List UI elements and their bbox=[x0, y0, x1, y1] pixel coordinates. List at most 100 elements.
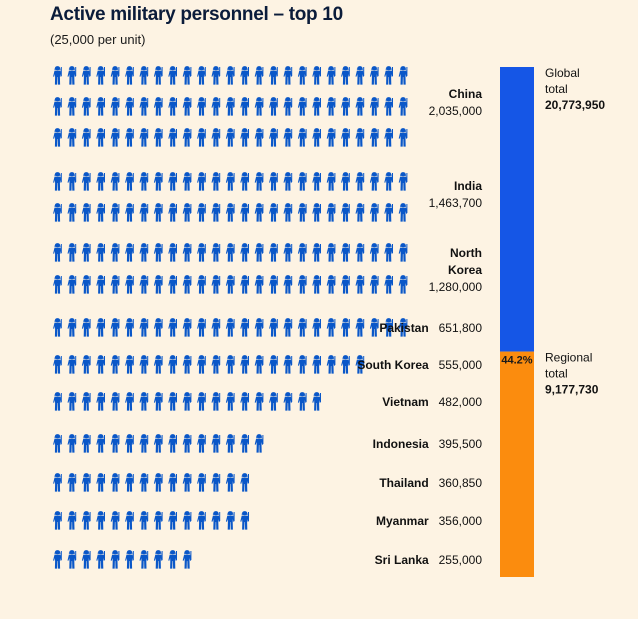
soldier-icon-partial bbox=[326, 392, 329, 411]
soldier-icon bbox=[211, 275, 221, 294]
soldier-icon bbox=[297, 203, 307, 222]
soldier-icon-partial bbox=[197, 550, 198, 569]
soldier-icon bbox=[297, 172, 307, 191]
soldier-icon bbox=[53, 392, 62, 411]
soldier-icon bbox=[240, 203, 249, 222]
country-name-label: Thailand bbox=[379, 476, 428, 490]
soldier-icon bbox=[110, 172, 120, 191]
soldier-icon bbox=[81, 203, 91, 222]
soldier-icon bbox=[369, 275, 379, 294]
soldier-icon bbox=[153, 243, 163, 262]
chart-title: Active military personnel – top 10 bbox=[50, 4, 343, 25]
soldier-icon bbox=[225, 172, 235, 191]
country-row-thailand bbox=[53, 473, 259, 492]
soldier-icon bbox=[197, 128, 206, 147]
soldier-icon bbox=[96, 550, 105, 569]
soldier-icon bbox=[283, 203, 293, 222]
regional-share-label: 44.2% bbox=[501, 355, 532, 367]
soldier-icon bbox=[341, 66, 350, 85]
soldier-icon bbox=[153, 203, 163, 222]
soldier-icon bbox=[398, 97, 408, 116]
soldier-icon bbox=[312, 243, 321, 262]
soldier-icon bbox=[168, 66, 177, 85]
soldier-icon bbox=[369, 318, 379, 337]
soldier-icon bbox=[53, 275, 62, 294]
country-name-label: Pakistan bbox=[379, 321, 428, 335]
soldier-icon bbox=[225, 355, 235, 374]
soldier-icon bbox=[153, 511, 163, 530]
country-name-label: Myanmar bbox=[376, 514, 429, 528]
soldier-icon bbox=[67, 66, 77, 85]
soldier-icon bbox=[96, 473, 105, 492]
soldier-icon bbox=[96, 511, 105, 530]
soldier-icon bbox=[211, 66, 221, 85]
soldier-icon bbox=[125, 172, 134, 191]
soldier-icon bbox=[240, 275, 249, 294]
soldier-icon bbox=[182, 355, 192, 374]
country-value-label: 255,000 bbox=[439, 553, 483, 567]
regional-total-bar bbox=[500, 351, 534, 577]
soldier-icon bbox=[81, 128, 91, 147]
soldier-icon bbox=[312, 392, 321, 411]
soldier-icon bbox=[67, 355, 77, 374]
soldier-icon bbox=[168, 318, 177, 337]
soldier-icon bbox=[110, 511, 120, 530]
soldier-icon bbox=[341, 97, 350, 116]
soldier-icon bbox=[81, 355, 91, 374]
soldier-icon bbox=[369, 66, 379, 85]
soldier-icon bbox=[283, 275, 293, 294]
soldier-icon bbox=[312, 66, 321, 85]
soldier-icon bbox=[254, 97, 264, 116]
soldier-icon bbox=[125, 203, 134, 222]
soldier-icon bbox=[110, 550, 120, 569]
soldier-icon bbox=[384, 243, 393, 262]
soldier-icon bbox=[53, 128, 62, 147]
soldier-icon bbox=[139, 66, 149, 85]
country-name-label: Sri Lanka bbox=[375, 553, 429, 567]
soldier-icon bbox=[225, 243, 235, 262]
soldier-icon bbox=[369, 172, 379, 191]
soldier-icon bbox=[197, 392, 206, 411]
soldier-icon bbox=[326, 355, 336, 374]
soldier-icon bbox=[53, 97, 62, 116]
soldier-icon bbox=[81, 434, 91, 453]
soldier-icon bbox=[110, 355, 120, 374]
soldier-icon bbox=[139, 128, 149, 147]
soldier-icon bbox=[125, 275, 134, 294]
soldier-icon bbox=[240, 511, 249, 530]
global-total-bar bbox=[500, 67, 534, 352]
soldier-icon bbox=[254, 203, 264, 222]
soldier-icon bbox=[269, 172, 278, 191]
country-row-pakistan bbox=[53, 318, 408, 337]
soldier-icon bbox=[81, 275, 91, 294]
soldier-icon bbox=[81, 473, 91, 492]
soldier-icon bbox=[240, 355, 249, 374]
global-total-label: total bbox=[545, 82, 568, 96]
soldier-icon bbox=[125, 318, 134, 337]
soldier-icon bbox=[254, 128, 264, 147]
soldier-icon bbox=[369, 243, 379, 262]
soldier-icon-rows bbox=[53, 66, 408, 569]
soldier-icon bbox=[153, 473, 163, 492]
soldier-icon bbox=[125, 473, 134, 492]
soldier-icon bbox=[225, 128, 235, 147]
soldier-icon bbox=[240, 434, 249, 453]
soldier-icon bbox=[240, 243, 249, 262]
soldier-icon bbox=[67, 511, 77, 530]
soldier-icon bbox=[312, 172, 321, 191]
country-value-label: 555,000 bbox=[439, 358, 483, 372]
soldier-icon bbox=[67, 172, 77, 191]
soldier-icon bbox=[297, 66, 307, 85]
soldier-icon bbox=[139, 203, 149, 222]
soldier-icon bbox=[240, 318, 249, 337]
soldier-icon bbox=[125, 128, 134, 147]
soldier-icon bbox=[254, 318, 264, 337]
soldier-icon bbox=[67, 473, 77, 492]
soldier-icon bbox=[81, 392, 91, 411]
soldier-icon bbox=[197, 434, 206, 453]
soldier-icon bbox=[53, 66, 62, 85]
soldier-icon bbox=[182, 473, 192, 492]
soldier-icon bbox=[182, 318, 192, 337]
soldier-icon bbox=[197, 318, 206, 337]
soldier-icon bbox=[283, 128, 293, 147]
